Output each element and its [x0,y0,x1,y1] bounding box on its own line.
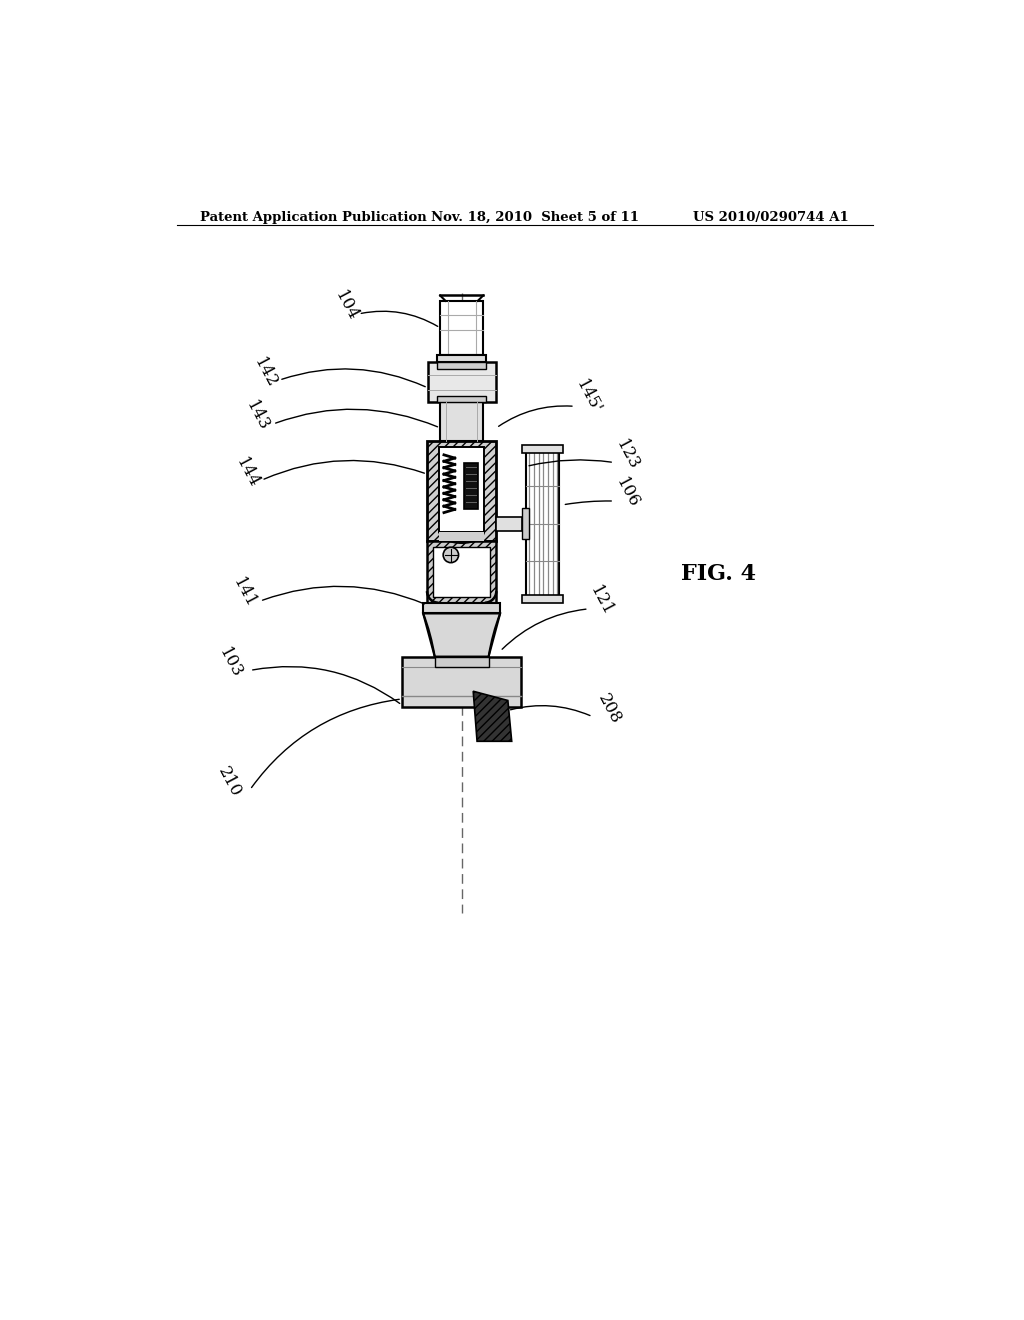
Text: 121: 121 [587,583,616,619]
FancyArrowPatch shape [499,407,572,426]
Text: 104: 104 [331,288,361,325]
FancyArrowPatch shape [264,461,424,479]
Text: Nov. 18, 2010  Sheet 5 of 11: Nov. 18, 2010 Sheet 5 of 11 [431,211,639,224]
Text: 123: 123 [612,437,642,473]
Bar [522,595,562,603]
Bar [427,441,497,541]
Text: 210: 210 [214,764,244,800]
Bar [464,462,478,508]
FancyArrowPatch shape [361,312,437,326]
Text: 208: 208 [595,690,625,727]
Bar [437,355,486,363]
Text: 106: 106 [612,475,642,511]
FancyArrowPatch shape [529,459,611,466]
Circle shape [443,548,459,562]
Bar [522,508,528,539]
Polygon shape [473,692,512,742]
Bar [423,603,500,614]
Text: US 2010/0290744 A1: US 2010/0290744 A1 [692,211,849,224]
FancyArrowPatch shape [502,609,586,649]
Text: FIG. 4: FIG. 4 [681,564,756,585]
Text: 144: 144 [232,454,262,491]
Text: 103: 103 [216,644,246,681]
Bar [440,403,483,441]
FancyArrowPatch shape [565,502,611,504]
Bar [433,548,490,597]
Bar [437,363,486,368]
Bar [402,656,521,706]
Bar [427,541,497,603]
Text: Patent Application Publication: Patent Application Publication [200,211,427,224]
Bar [428,363,496,403]
FancyArrowPatch shape [275,409,437,426]
FancyArrowPatch shape [252,700,399,788]
Bar [437,396,486,403]
Bar [439,447,484,532]
Polygon shape [439,532,484,541]
Text: 143: 143 [243,399,272,434]
Bar [440,301,483,355]
Bar [435,656,488,668]
Text: 145': 145' [572,378,605,417]
FancyArrowPatch shape [282,368,425,387]
FancyArrowPatch shape [262,586,425,605]
Polygon shape [423,614,500,656]
Bar [526,449,559,599]
Text: 142: 142 [250,354,281,391]
FancyArrowPatch shape [253,667,399,704]
Bar [522,445,562,453]
Text: 141: 141 [229,576,259,611]
Bar [497,517,522,531]
FancyArrowPatch shape [511,706,590,715]
